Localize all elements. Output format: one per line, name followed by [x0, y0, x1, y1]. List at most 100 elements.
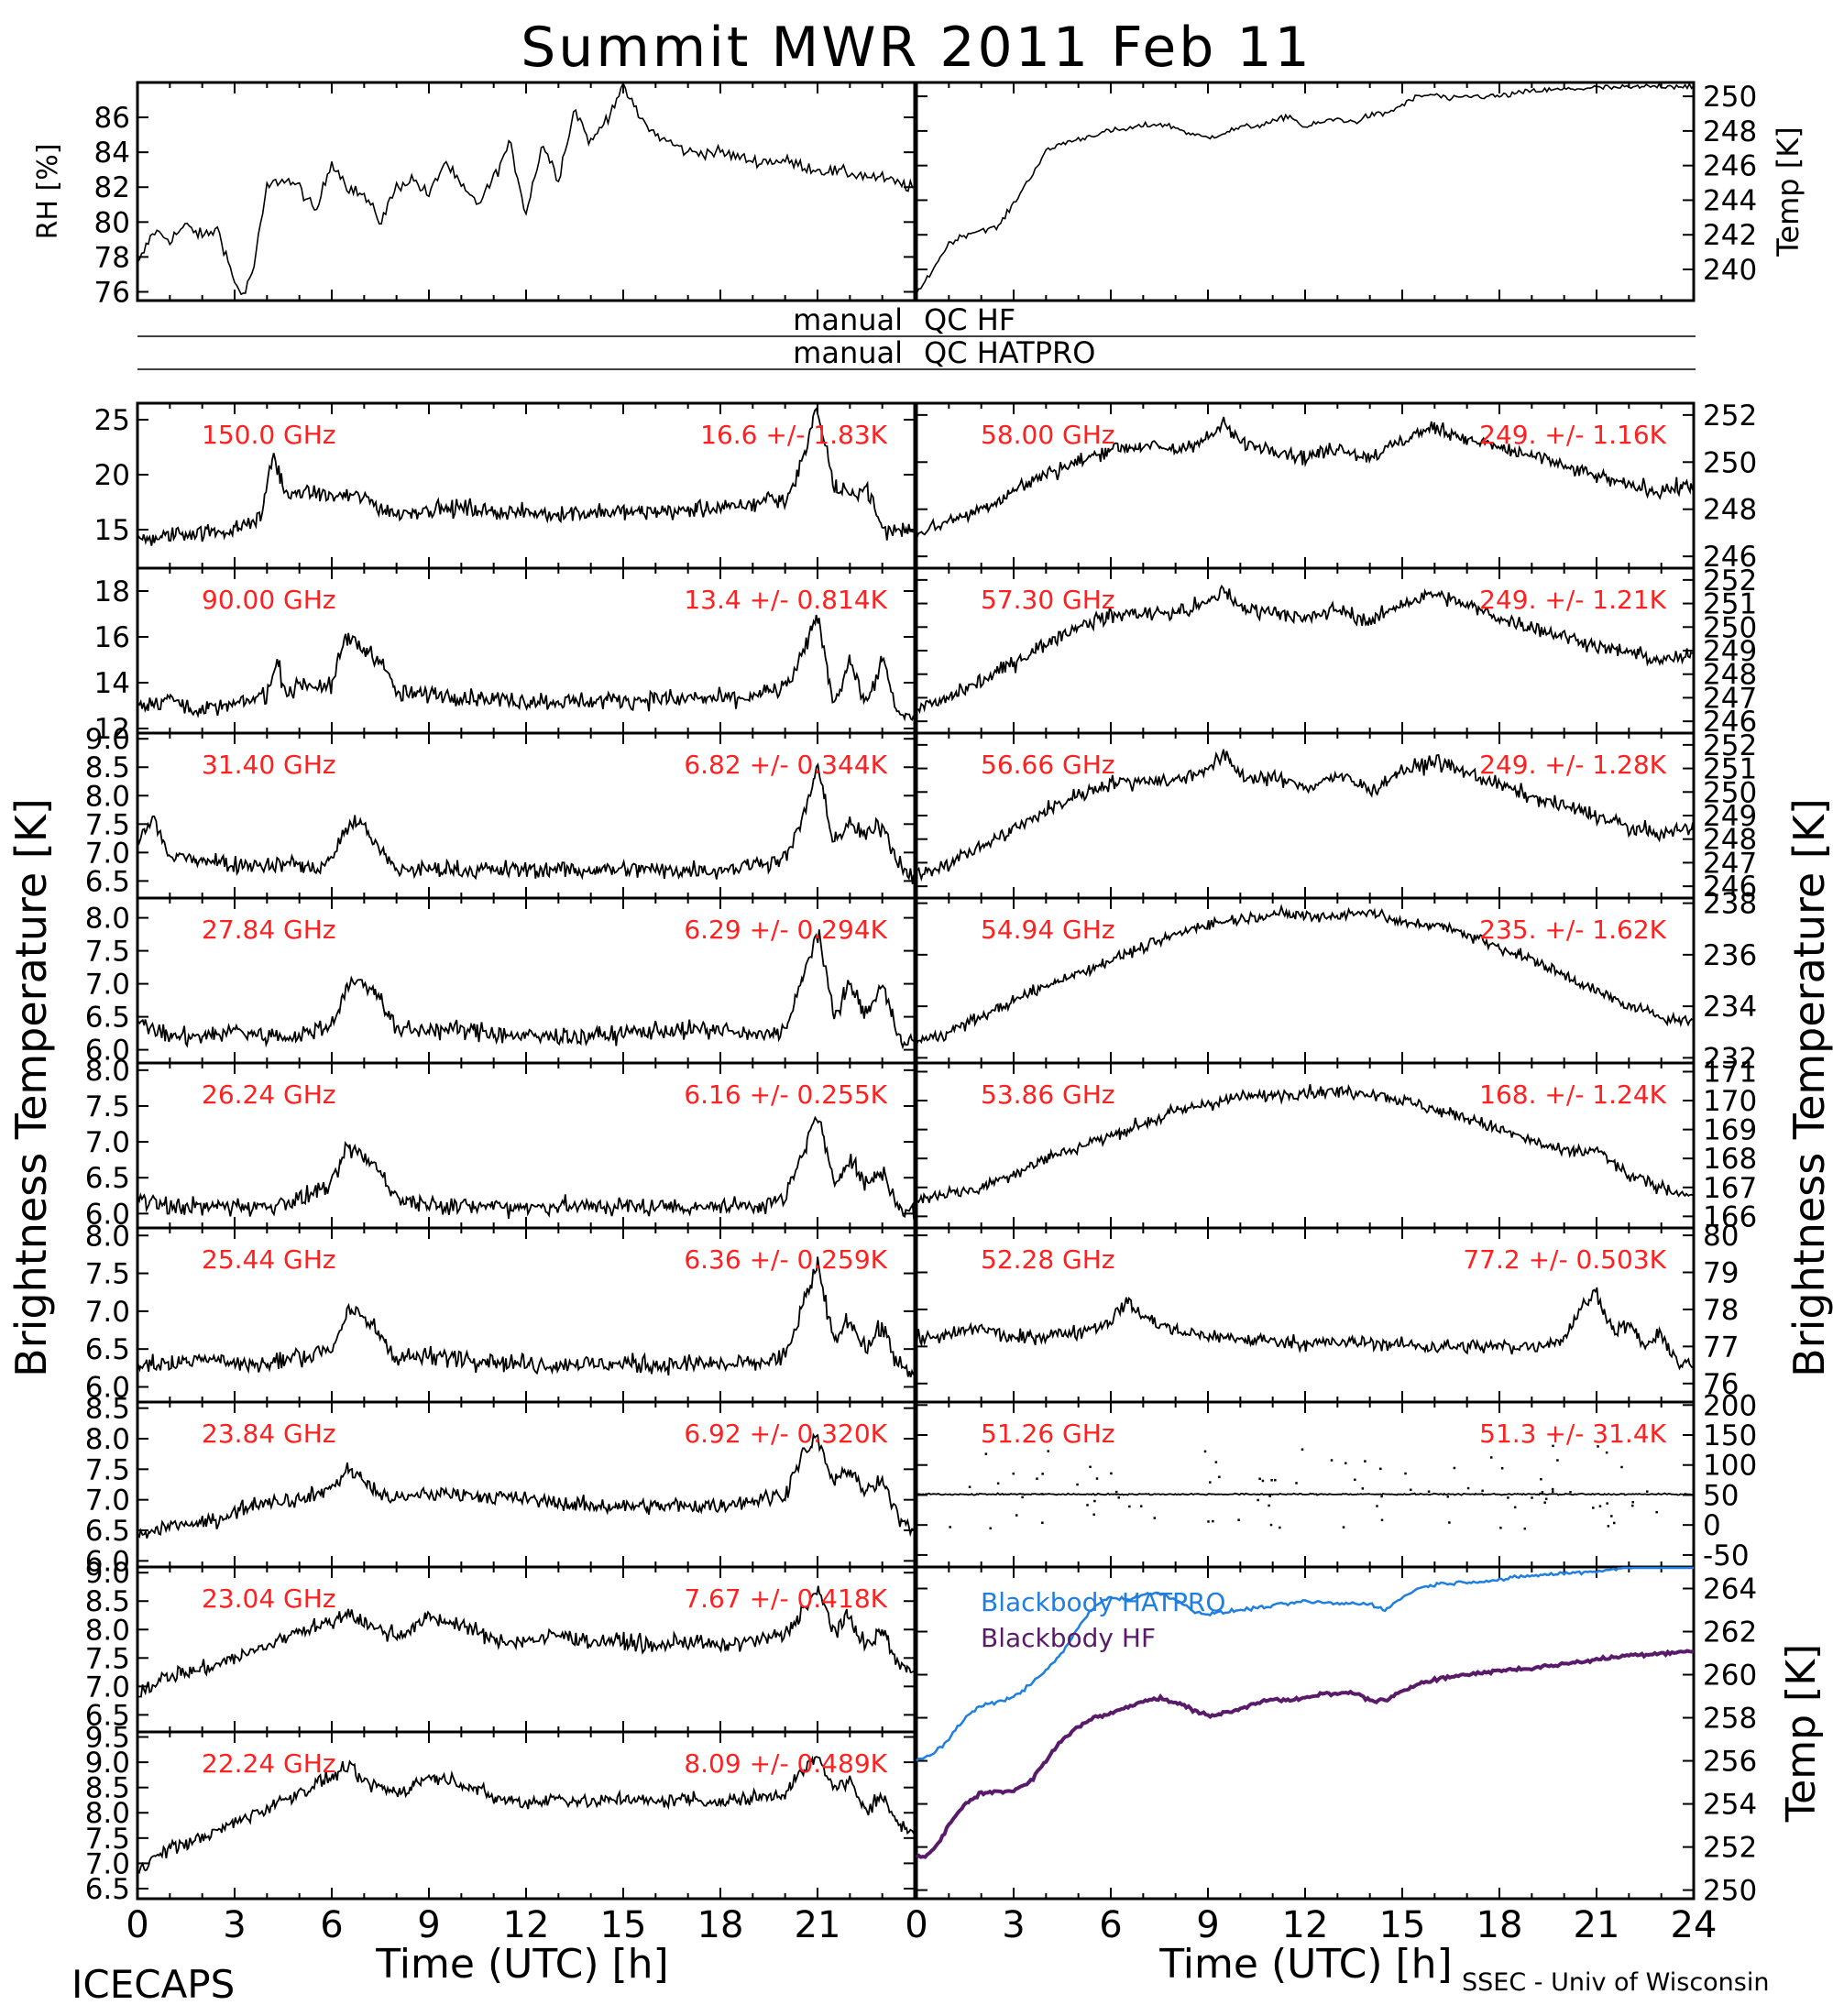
y-tick-label: 248: [1703, 115, 1757, 148]
x-tick-label: 21: [795, 1904, 841, 1946]
y-tick-label: 171: [1703, 1056, 1757, 1089]
outlier-point: [1270, 1479, 1273, 1482]
y-tick-label: 168: [1703, 1143, 1757, 1176]
outlier-point: [1092, 1513, 1095, 1517]
y-tick-label: 6.0: [85, 1198, 130, 1231]
stats-label: 51.3 +/- 31.4K: [1479, 1419, 1666, 1449]
stats-label: 7.67 +/- 0.418K: [684, 1583, 887, 1614]
qc-hf-right-label: QC HF: [924, 302, 1015, 337]
outlier-point: [1453, 1466, 1456, 1470]
y-tick-label: 80: [94, 206, 130, 239]
panel-hf-31-40: 6.57.07.58.08.59.0 31.40 GHz 6.82 +/- 0.34…: [85, 723, 916, 900]
outlier-point: [1655, 1510, 1658, 1514]
y-tick-label: 77: [1703, 1331, 1739, 1364]
left-x-tick-labels: 0 3 6 9 12 15 18 21: [126, 1904, 840, 1946]
series-trace: [137, 929, 915, 1050]
frequency-label: 56.66 GHz: [981, 750, 1115, 780]
y-tick-label: 252: [1703, 564, 1757, 597]
outlier-point: [1110, 1472, 1113, 1475]
y-tick-label: 249: [1703, 635, 1757, 668]
outlier-point: [1203, 1450, 1207, 1453]
x-tick-label: 3: [1002, 1904, 1025, 1946]
panel-hf-90-00: 12 14 16 18 90.00 GHz 13.4 +/- 0.814K: [94, 566, 916, 746]
y-tick-label: 242: [1703, 219, 1757, 252]
series-trace: [916, 1492, 1694, 1496]
outlier-point: [1605, 1451, 1608, 1454]
y-tick-label: 6.0: [85, 1371, 130, 1404]
outlier-point: [1330, 1459, 1334, 1462]
outlier-point: [1269, 1523, 1273, 1527]
y-tick-label: 79: [1703, 1257, 1739, 1290]
outlier-point: [1128, 1505, 1131, 1508]
footer-icecaps: ICECAPS: [71, 1962, 235, 2007]
stats-label: 249. +/- 1.16K: [1479, 420, 1666, 450]
outlier-point: [1404, 1472, 1407, 1475]
outlier-point: [1089, 1465, 1092, 1469]
outlier-point: [1448, 1521, 1451, 1524]
y-tick-label: 8.0: [85, 1423, 130, 1456]
y-tick-label: 7.5: [85, 936, 130, 969]
y-tick-label: 7.5: [85, 1090, 130, 1123]
outlier-point: [1613, 1521, 1616, 1525]
outlier-point: [984, 1452, 988, 1455]
y-tick-label: 252: [1703, 729, 1757, 762]
outlier-point: [989, 1527, 992, 1530]
y-tick-label: 167: [1703, 1172, 1757, 1205]
y-tick-label: 16: [94, 621, 130, 654]
frequency-label: 22.24 GHz: [202, 1748, 336, 1779]
outlier-point: [1040, 1493, 1044, 1496]
outlier-point: [949, 1526, 951, 1528]
outlier-point: [1540, 1477, 1542, 1481]
outlier-point: [1086, 1504, 1089, 1507]
outlier-point: [1041, 1473, 1044, 1475]
y-tick-label: 6.5: [85, 1002, 130, 1035]
outlier-point: [1295, 1482, 1298, 1485]
y-tick-label: 25: [94, 404, 130, 437]
outlier-point: [1036, 1477, 1038, 1480]
outlier-point: [1531, 1496, 1533, 1499]
outlier-point: [1095, 1477, 1099, 1480]
outlier-point: [1207, 1520, 1210, 1523]
y-tick-label: 8.5: [85, 1772, 130, 1805]
outlier-point: [1114, 1490, 1118, 1494]
y-tick-label: 50: [1703, 1479, 1739, 1512]
y-tick-label: 7.0: [85, 1671, 130, 1704]
y-tick-label: 170: [1703, 1085, 1757, 1118]
stats-label: 235. +/- 1.62K: [1479, 915, 1666, 945]
y-tick-label: 252: [1703, 400, 1757, 433]
outlier-point: [1544, 1497, 1548, 1500]
y-tick-label: 248: [1703, 659, 1757, 692]
y-tick-label: 264: [1703, 1573, 1757, 1606]
y-tick-label: -50: [1703, 1539, 1750, 1572]
outlier-point: [1379, 1467, 1382, 1471]
outlier-point: [1012, 1472, 1015, 1475]
y-tick-label: 14: [94, 667, 130, 700]
outlier-point: [1541, 1491, 1544, 1494]
series-trace: [137, 1585, 915, 1698]
outlier-point: [1376, 1505, 1378, 1507]
outlier-point: [1481, 1489, 1484, 1493]
left-axis-title: Brightness Temperature [K]: [6, 798, 56, 1377]
y-tick-label: 248: [1703, 824, 1757, 857]
y-tick-label: 7.0: [85, 969, 130, 1002]
frequency-label: 150.0 GHz: [202, 420, 336, 450]
stats-label: 16.6 +/- 1.83K: [700, 420, 887, 450]
panel-hf-22-24: 6.57.07.58.08.59.09.5 22.24 GHz 8.09 +/- 0…: [85, 1722, 916, 1906]
y-tick-label: 6.0: [85, 1035, 130, 1068]
outlier-point: [1212, 1519, 1214, 1523]
x-tick-label: 18: [1476, 1904, 1523, 1946]
y-tick-label: 86: [94, 102, 130, 135]
y-tick-label: 254: [1703, 1789, 1757, 1822]
y-tick-label: 256: [1703, 1746, 1757, 1779]
outlier-point: [1093, 1499, 1096, 1503]
y-tick-label: 76: [94, 276, 130, 309]
y-tick-label: 246: [1703, 706, 1757, 739]
y-tick-label: 262: [1703, 1616, 1757, 1649]
outlier-point: [1631, 1500, 1634, 1504]
legend-entry: Blackbody HATPRO: [981, 1587, 1225, 1617]
y-tick-label: 6.5: [85, 1699, 130, 1732]
series-trace: [137, 1432, 915, 1539]
